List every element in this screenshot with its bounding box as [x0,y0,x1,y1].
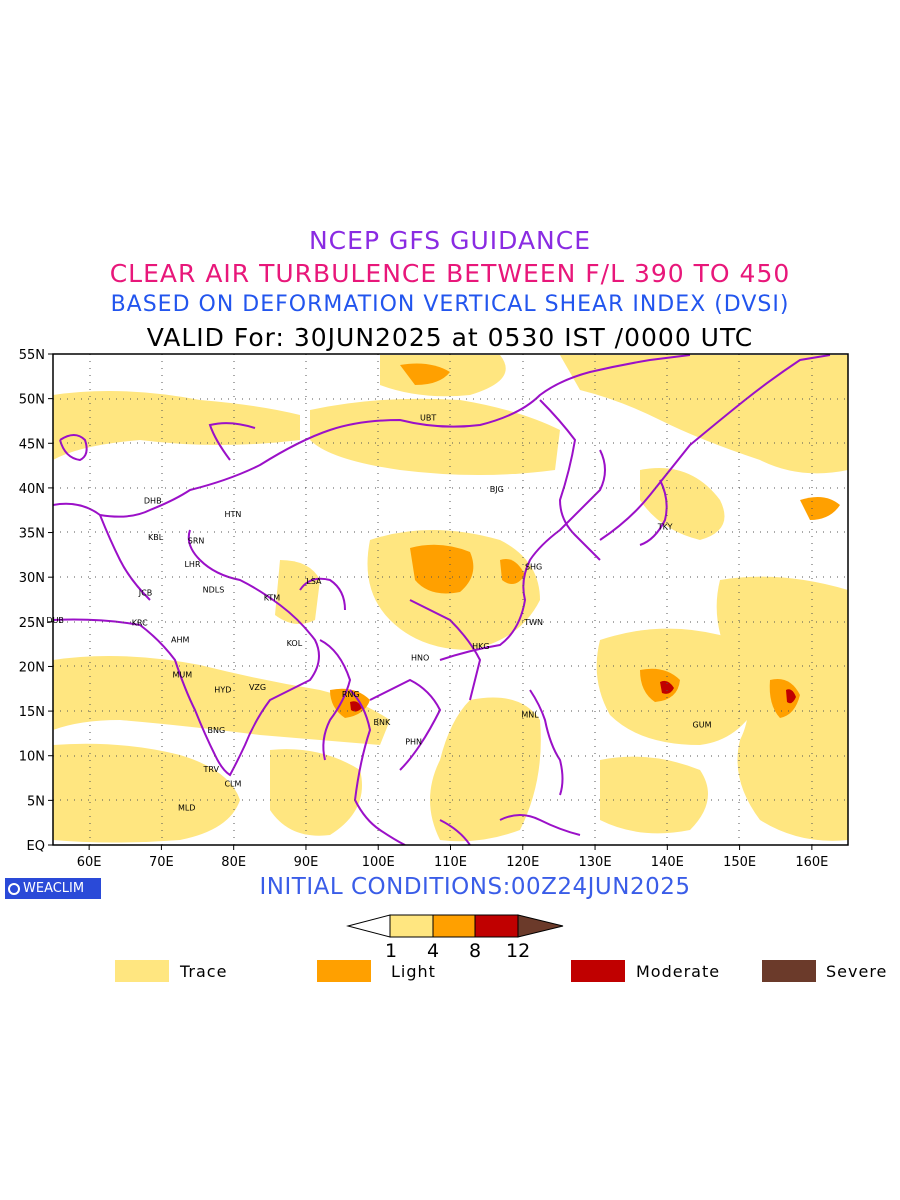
city-label-mld: MLD [178,804,196,813]
lat-tick-label: EQ [27,839,45,854]
city-label-tky: TKY [657,522,673,531]
initial-conditions: INITIAL CONDITIONS:00Z24JUN2025 [259,874,691,900]
city-label-hno: HNO [411,654,429,663]
title-parameter: CLEAR AIR TURBULENCE BETWEEN F/L 390 TO … [109,259,791,288]
lat-tick-label: 10N [19,750,45,765]
lat-tick-label: 40N [19,482,45,497]
colorbar-high-arrow [517,914,564,938]
lat-tick-label: 5N [27,794,45,809]
city-label-hkg: HKG [472,642,489,651]
city-label-gum: GUM [693,720,712,729]
city-label-ndls: NDLS [203,586,225,595]
city-label-kol: KOL [287,639,303,648]
city-label-lsa: LSA [306,577,322,586]
city-label-dhb: DHB [144,496,162,505]
city-label-jcb: JCB [138,588,152,597]
city-label-mnl: MNL [521,711,539,720]
legend-swatch-trace [115,960,169,982]
title-valid-time: VALID For: 30JUN2025 at 0530 IST /0000 U… [146,323,754,352]
legend-label-trace: Trace [180,962,228,981]
city-label-ubt: UBT [420,413,436,422]
city-label-krc: KRC [132,619,148,628]
turbulence-field [53,355,848,843]
latitude-axis: EQ 5N 10N 15N 20N 25N 30N 35N 40N 45N 50N 55N [19,348,53,854]
legend-swatch-light [317,960,371,982]
colorbar-threshold-8: 8 [469,940,482,962]
lat-tick-label: 35N [19,527,45,542]
lon-tick-label: 70E [149,855,174,870]
lon-tick-label: 80E [221,855,246,870]
colorbar-threshold-4: 4 [427,940,440,962]
title-method: BASED ON DEFORMATION VERTICAL SHEAR INDE… [110,292,790,317]
legend-swatch-severe [762,960,816,982]
city-label-dub: DUB [46,616,64,625]
lon-tick-label: 100E [362,855,395,870]
lat-tick-label: 15N [19,705,45,720]
legend-swatch-moderate [571,960,625,982]
city-label-twn: TWN [523,618,543,627]
city-label-srn: SRN [188,537,205,546]
legend-label-moderate: Moderate [636,962,721,981]
logo-circle-icon [8,883,20,895]
legend-label-severe: Severe [826,962,888,981]
moderate-areas [350,680,796,712]
city-label-clm: CLM [224,779,241,788]
city-label-kbl: KBL [148,533,164,542]
lon-tick-label: 150E [723,855,756,870]
lon-tick-label: 60E [77,855,102,870]
city-label-bng: BNG [208,726,226,735]
lat-tick-label: 20N [19,660,45,675]
city-label-vzg: VZG [249,683,266,692]
city-label-bnk: BNK [373,718,390,727]
lon-tick-label: 140E [651,855,684,870]
lon-tick-label: 160E [795,855,828,870]
weaclim-logo: WEACLIM [5,878,101,899]
city-label-hyd: HYD [214,686,231,695]
city-label-ktm: KTM [264,594,281,603]
city-label-mum: MUM [173,670,193,679]
city-label-ahm: AHM [171,636,189,645]
longitude-axis: 60E 70E 80E 90E 100E 110E 120E 130E 140E 150E 160E [77,845,828,870]
city-label-bjg: BJG [490,485,504,494]
legend-label-light: Light [391,962,436,981]
logo-text: WEACLIM [23,881,85,896]
city-labels: UBT BJG TKY DHB HTN KBL SRN LHR SHG LSA JCB NDLS KTM… [46,413,711,812]
trace-areas [53,355,848,843]
lon-tick-label: 120E [506,855,539,870]
lat-tick-label: 50N [19,393,45,408]
city-label-htn: HTN [225,510,242,519]
city-label-lhr: LHR [184,560,200,569]
lon-tick-label: 90E [294,855,319,870]
title-product: NCEP GFS GUIDANCE [308,226,591,255]
colorbar-threshold-12: 12 [506,940,531,962]
colorbar-moderate-box [474,914,519,938]
lat-tick-label: 45N [19,437,45,452]
lat-tick-label: 25N [19,616,45,631]
colorbar-threshold-1: 1 [385,940,398,962]
lat-tick-label: 55N [19,348,45,363]
colorbar-light-box [432,914,476,938]
colorbar-trace-box [389,914,434,938]
city-label-shg: SHG [525,562,542,571]
lon-tick-label: 130E [579,855,612,870]
country-borders [53,354,831,845]
graticule [53,354,848,845]
city-label-rng: RNG [342,690,360,699]
city-label-phn: PHN [405,737,422,746]
city-label-trv: TRV [203,765,220,774]
lat-tick-label: 30N [19,571,45,586]
colorbar-low-arrow [346,914,391,938]
lon-tick-label: 110E [434,855,467,870]
